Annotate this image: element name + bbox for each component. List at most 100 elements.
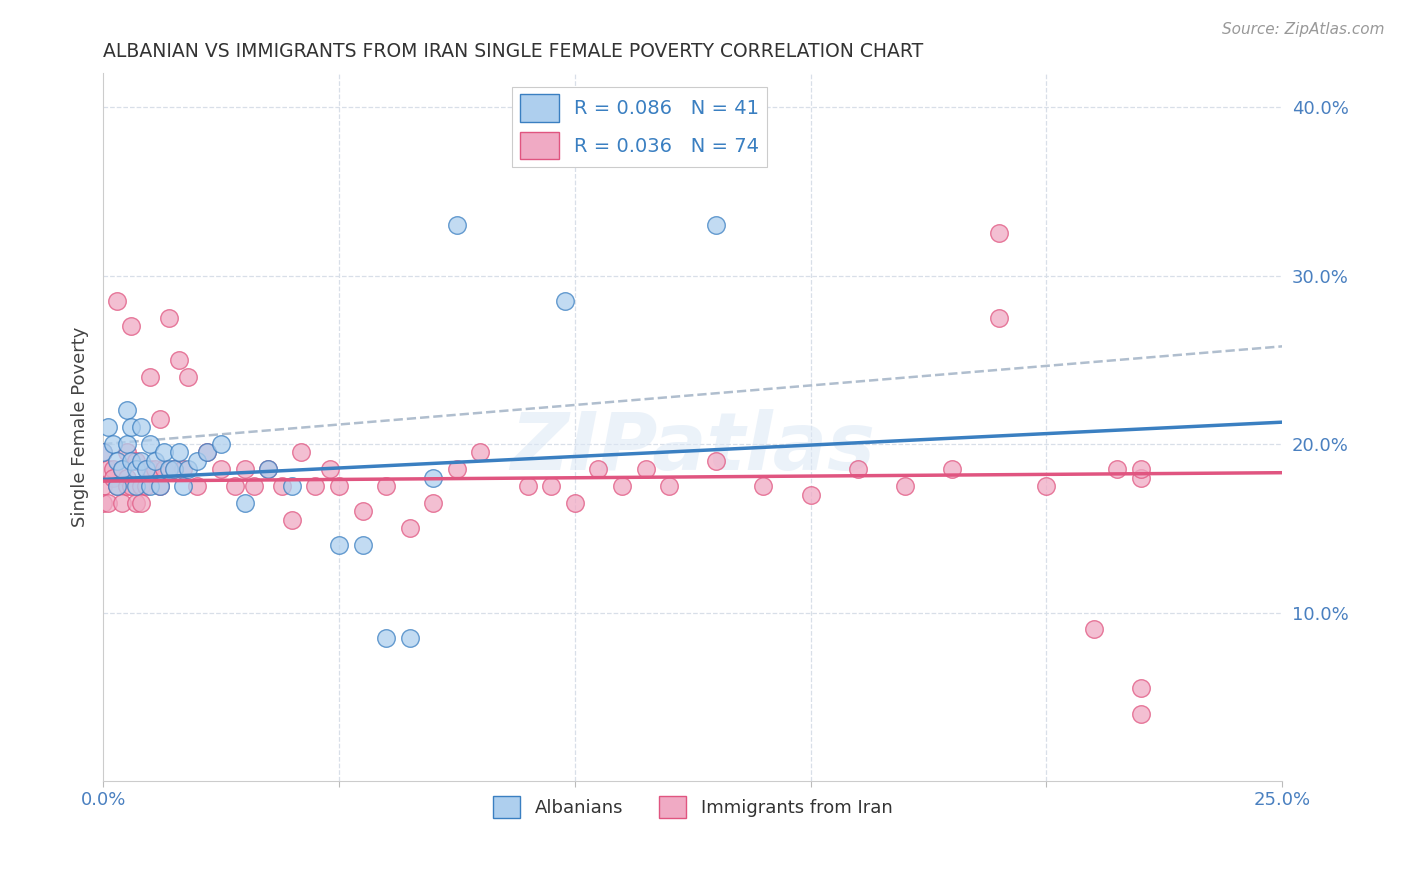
Point xyxy=(139,462,162,476)
Point xyxy=(135,479,157,493)
Point xyxy=(91,479,114,493)
Point xyxy=(129,479,152,493)
Point xyxy=(129,454,152,468)
Point xyxy=(422,471,444,485)
Point xyxy=(125,496,148,510)
Point xyxy=(846,462,869,476)
Point xyxy=(135,462,157,476)
Point xyxy=(129,496,152,510)
Point xyxy=(97,462,120,476)
Point xyxy=(516,479,538,493)
Point xyxy=(111,462,134,476)
Point xyxy=(105,293,128,308)
Point xyxy=(111,462,134,476)
Point xyxy=(257,462,280,476)
Point xyxy=(115,479,138,493)
Point xyxy=(120,420,142,434)
Point xyxy=(97,420,120,434)
Point xyxy=(167,445,190,459)
Point xyxy=(281,513,304,527)
Point xyxy=(105,479,128,493)
Point xyxy=(398,521,420,535)
Point xyxy=(125,479,148,493)
Point xyxy=(125,462,148,476)
Point xyxy=(139,437,162,451)
Point xyxy=(446,218,468,232)
Point xyxy=(172,479,194,493)
Point xyxy=(610,479,633,493)
Point xyxy=(422,496,444,510)
Point xyxy=(177,369,200,384)
Point xyxy=(610,151,633,165)
Y-axis label: Single Female Poverty: Single Female Poverty xyxy=(72,327,89,527)
Point xyxy=(800,487,823,501)
Point xyxy=(658,479,681,493)
Point xyxy=(988,227,1011,241)
Point xyxy=(153,445,176,459)
Point xyxy=(233,462,256,476)
Point xyxy=(149,411,172,425)
Point xyxy=(115,437,138,451)
Point xyxy=(125,454,148,468)
Point xyxy=(352,504,374,518)
Point xyxy=(91,496,114,510)
Point xyxy=(564,496,586,510)
Point xyxy=(257,462,280,476)
Point xyxy=(1035,479,1057,493)
Point xyxy=(540,479,562,493)
Point xyxy=(139,369,162,384)
Point xyxy=(115,471,138,485)
Point xyxy=(1129,471,1152,485)
Point xyxy=(143,462,166,476)
Point xyxy=(271,479,294,493)
Point xyxy=(101,471,124,485)
Point xyxy=(157,310,180,325)
Point xyxy=(634,151,657,165)
Point xyxy=(163,462,186,476)
Point xyxy=(281,479,304,493)
Text: ZIPatlas: ZIPatlas xyxy=(510,409,875,487)
Point xyxy=(135,462,157,476)
Point xyxy=(153,462,176,476)
Point xyxy=(91,445,114,459)
Point xyxy=(1107,462,1129,476)
Point xyxy=(243,479,266,493)
Point xyxy=(704,454,727,468)
Point xyxy=(105,454,128,468)
Point xyxy=(470,445,492,459)
Point xyxy=(328,479,350,493)
Point xyxy=(177,462,200,476)
Point xyxy=(894,479,917,493)
Point xyxy=(101,437,124,451)
Point xyxy=(209,462,232,476)
Point xyxy=(588,462,610,476)
Point xyxy=(988,310,1011,325)
Point xyxy=(352,538,374,552)
Text: ALBANIAN VS IMMIGRANTS FROM IRAN SINGLE FEMALE POVERTY CORRELATION CHART: ALBANIAN VS IMMIGRANTS FROM IRAN SINGLE … xyxy=(103,42,924,61)
Point xyxy=(318,462,340,476)
Point xyxy=(186,479,208,493)
Point xyxy=(120,454,142,468)
Point xyxy=(120,319,142,334)
Point xyxy=(634,462,657,476)
Point xyxy=(163,462,186,476)
Point xyxy=(129,420,152,434)
Point xyxy=(233,496,256,510)
Point xyxy=(115,445,138,459)
Point xyxy=(195,445,218,459)
Legend: Albanians, Immigrants from Iran: Albanians, Immigrants from Iran xyxy=(485,789,900,825)
Point xyxy=(101,462,124,476)
Point xyxy=(375,631,398,645)
Point xyxy=(105,479,128,493)
Point xyxy=(149,479,172,493)
Point xyxy=(290,445,312,459)
Point xyxy=(91,445,114,459)
Point xyxy=(554,293,576,308)
Point xyxy=(209,437,232,451)
Point xyxy=(167,352,190,367)
Point xyxy=(446,462,468,476)
Point xyxy=(1129,462,1152,476)
Point xyxy=(97,496,120,510)
Point xyxy=(172,462,194,476)
Point xyxy=(115,403,138,417)
